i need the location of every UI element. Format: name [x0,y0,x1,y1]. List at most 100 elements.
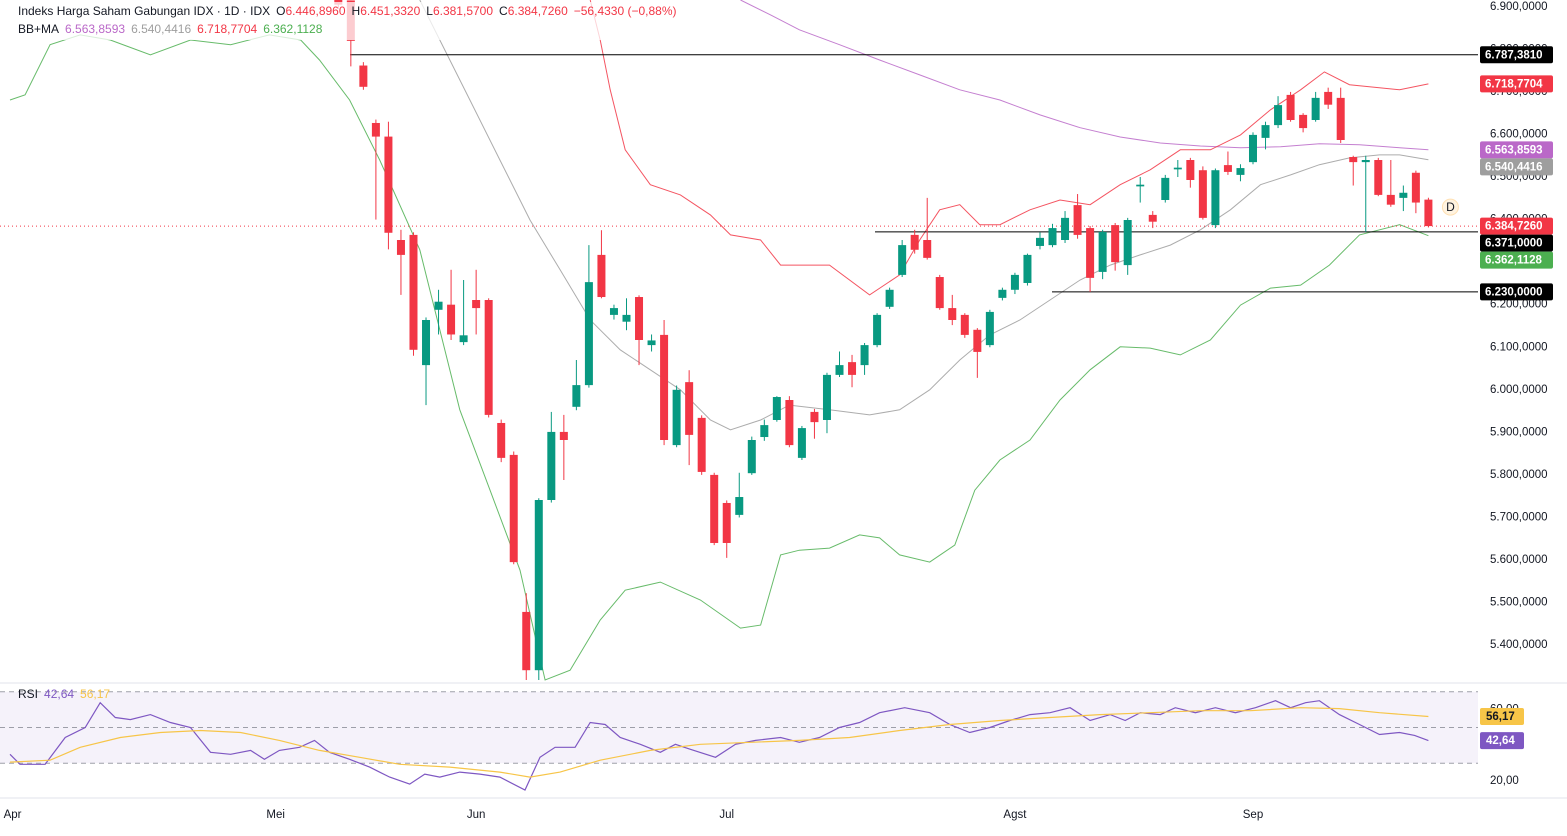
candle-body [1073,205,1082,235]
candle-body [998,289,1007,298]
candle-body [1286,94,1295,120]
candle-body [1223,165,1232,172]
candle-body [873,314,882,346]
candle-body [647,340,656,346]
candle-body [1411,172,1420,203]
candle-body [1299,114,1308,129]
candle-body [1010,274,1019,290]
rsi-badge-label: 42,64 [1486,735,1515,747]
candle-body [1048,228,1057,246]
candle-body [1086,228,1095,278]
candle-body [960,314,969,335]
price-badge [1480,283,1553,301]
legend-title: Indeks Harga Saham Gabungan IDX · 1D · I… [18,4,270,18]
candle-body [1035,237,1044,246]
candle-body [1161,177,1170,200]
x-tick-label: Agst [1003,809,1027,821]
candle-body [1123,220,1132,266]
candle-body [835,365,844,375]
candle-body [1211,170,1220,226]
legend-key: H [352,4,361,18]
rsi-badge [1480,707,1524,725]
x-tick-label: Apr [4,809,22,821]
y-tick-label: 6.000,0000 [1490,384,1548,396]
candle-body [384,136,393,233]
price-badge [1480,75,1553,93]
candle-body [534,500,543,671]
candle-body [1311,97,1320,120]
y-tick-label: 6.900,0000 [1490,1,1548,13]
price-badge [1480,234,1553,252]
candle-body [1111,225,1120,263]
indicator-line [419,0,1429,431]
header: Indeks Harga Saham Gabungan IDX · 1D · I… [8,2,677,701]
candle-body [635,297,644,340]
candle-body [672,389,681,446]
x-tick-label: Jul [719,809,734,821]
candle-body [1374,160,1383,195]
candle-body [447,304,456,335]
candle-body [860,345,869,366]
candle-body [1061,217,1070,240]
price-badge-label: 6.384,7260 [1485,221,1543,233]
indicator-line [589,0,1429,296]
candle-body [422,320,431,366]
candle-body [685,382,694,435]
candle-body [396,240,405,255]
indicator-value: 6.563,8593 [65,22,125,36]
rsi-tick-label: 20,00 [1490,775,1519,787]
legend-change: −56,4330 (−0,88%) [574,4,677,18]
candle-body [1236,168,1245,175]
price-badge-label: 6.540,4416 [1485,161,1543,173]
price-badge [1480,217,1553,235]
candle-body [484,300,493,415]
rsi-pane [0,691,1478,791]
y-tick-label: 5.500,0000 [1490,597,1548,609]
rsi-ma-value: 56,17 [80,687,110,701]
candle-body [1023,254,1032,283]
indicator-line: BB+MA 6.563,8593 6.540,4416 6.718,7704 6.362… [18,22,323,36]
candle-body [584,282,593,386]
header-backdrop [8,2,668,40]
legend-value: 6.381,5700 [433,4,493,18]
candle-body [885,289,894,307]
candle-body [1336,97,1345,140]
candle-body [985,311,994,346]
candle-body [1198,170,1207,218]
candle-body [747,440,756,474]
candle-body [810,411,819,423]
candle-body [459,335,468,343]
rsi-title: RSI [18,687,38,701]
y-tick-label: 5.400,0000 [1490,639,1548,651]
candle-body [1148,214,1157,222]
price-badge [1480,141,1553,159]
y-tick-label: 5.800,0000 [1490,469,1548,481]
candle-body [1424,199,1433,227]
candle-body [710,474,719,543]
price-badges: 42,64 56,17 6.787,3810 6.718,7704 6.563,8593… [1480,46,1553,750]
candle-body [910,234,919,250]
candle-body [797,428,806,458]
candle-body [572,385,581,407]
candle-body [1098,231,1107,272]
candle-body [948,308,957,320]
candle-body [547,431,556,500]
candle-body [760,425,769,438]
candle-body [1349,157,1358,163]
legend-value: 6.384,7260 [508,4,568,18]
rsi-line [9,707,1429,778]
candle-body [1274,105,1283,126]
legend-value: 6.446,8960 [285,4,345,18]
price-badge-label: 6.718,7704 [1485,78,1543,90]
candle-body [923,240,932,258]
candle-body [622,314,631,322]
candle-body [785,400,794,446]
indicator-value: 6.362,1128 [263,22,322,36]
price-badge-label: 6.230,0000 [1485,286,1543,298]
legend-value: 6.451,3320 [360,4,420,18]
indicator-value: 6.718,7704 [197,22,257,36]
annotation-label: D [1446,200,1455,214]
candle-body [772,397,781,420]
